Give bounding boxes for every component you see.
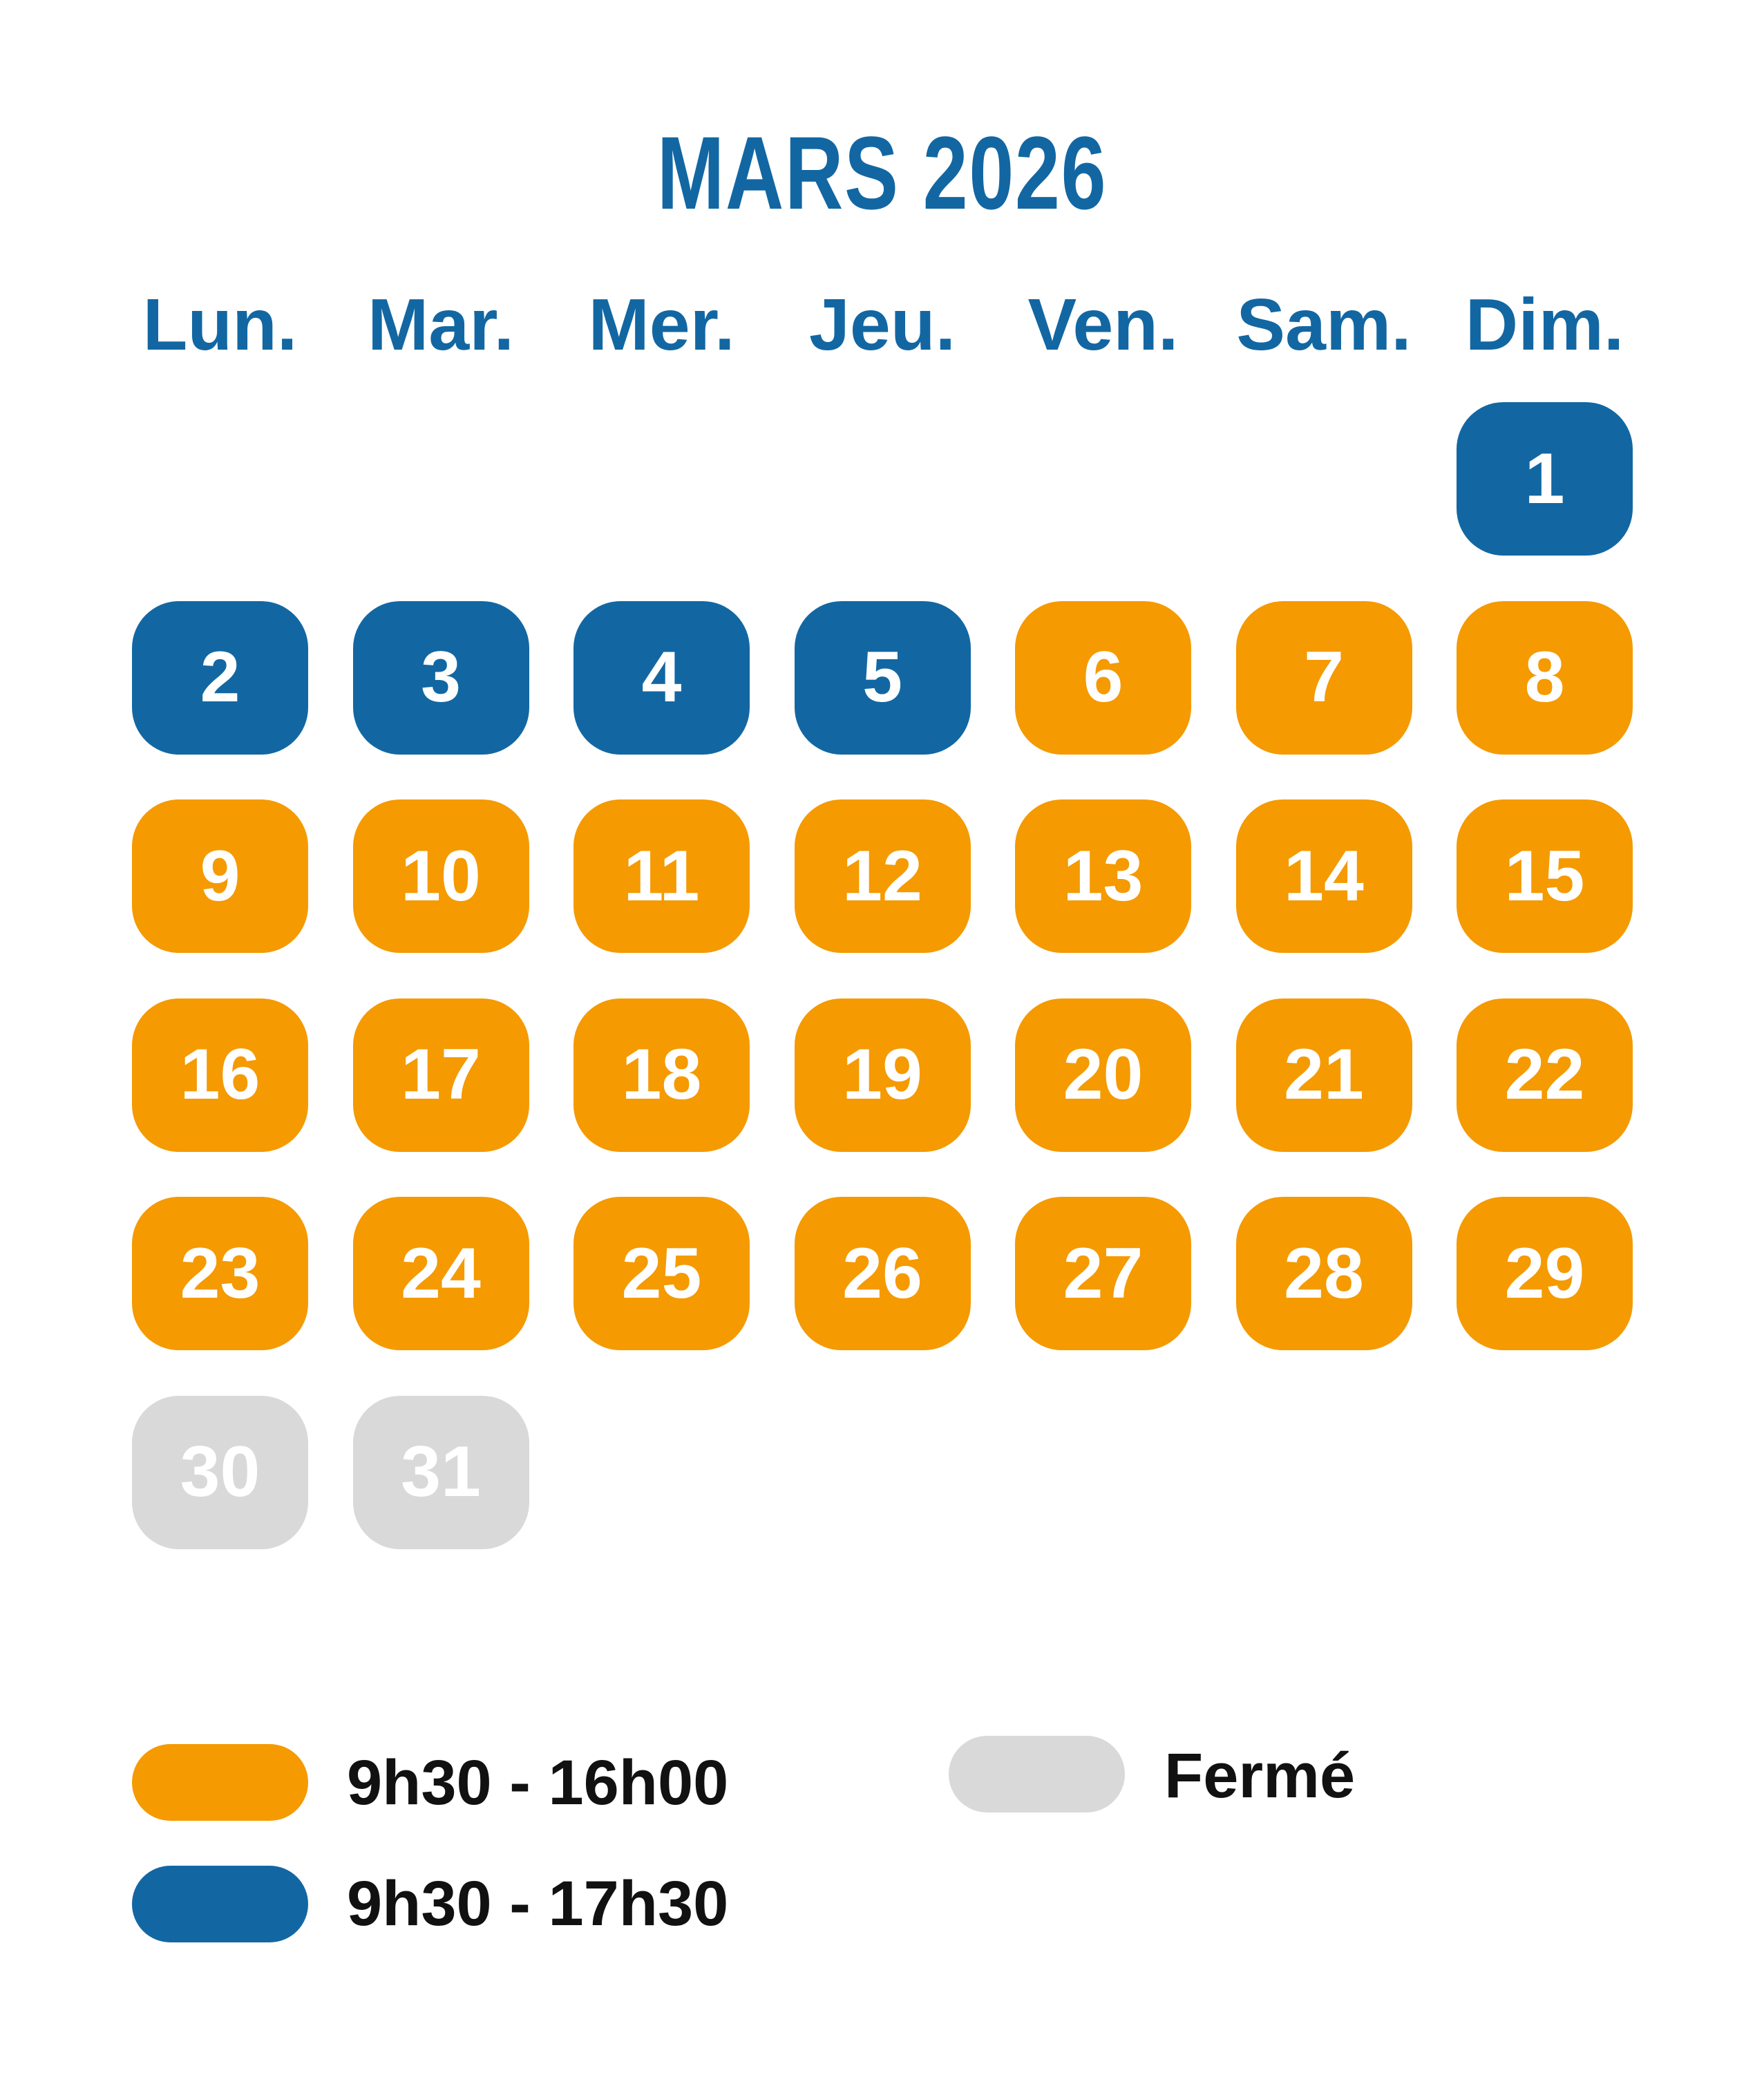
weekday-header: Mer. <box>588 284 735 366</box>
day-cell-open-long: 3 <box>352 600 529 755</box>
day-cell-open-short: 19 <box>794 998 971 1152</box>
day-number: 26 <box>842 1233 922 1314</box>
weekday-header: Mar. <box>367 284 515 366</box>
day-number: 20 <box>1063 1034 1144 1115</box>
day-cell-open-short: 10 <box>352 799 529 953</box>
day-number: 12 <box>842 835 922 916</box>
month-title: MARS 2026 <box>0 115 1764 231</box>
day-cell-open-short: 11 <box>573 799 750 953</box>
day-cell-open-short: 28 <box>1235 1197 1412 1350</box>
legend-swatch-open-short <box>132 1744 308 1821</box>
day-cell-open-short: 29 <box>1457 1197 1633 1350</box>
day-number: 23 <box>180 1233 260 1314</box>
day-cell-open-short: 21 <box>1235 998 1412 1152</box>
day-number: 15 <box>1504 835 1585 916</box>
day-number: 16 <box>180 1034 260 1115</box>
month-title-text: MARS 2026 <box>656 115 1108 231</box>
day-cell-open-short: 8 <box>1457 600 1633 755</box>
day-cell-open-short: 24 <box>352 1197 529 1350</box>
weekday-header: Lun. <box>142 284 298 366</box>
day-number: 14 <box>1284 835 1364 916</box>
day-number: 21 <box>1284 1034 1364 1115</box>
day-number: 7 <box>1304 637 1344 717</box>
day-number: 30 <box>180 1432 260 1512</box>
day-number: 6 <box>1083 637 1123 717</box>
day-number: 10 <box>401 835 481 916</box>
day-cell-open-short: 18 <box>573 998 750 1152</box>
legend-swatch-closed <box>949 1736 1125 1812</box>
day-number: 29 <box>1504 1233 1585 1314</box>
day-number: 28 <box>1284 1233 1364 1314</box>
day-cell-open-short: 20 <box>1015 998 1191 1152</box>
day-number: 4 <box>641 637 682 717</box>
day-cell-open-short: 6 <box>1015 600 1191 755</box>
day-number: 27 <box>1063 1233 1144 1314</box>
day-number: 18 <box>621 1034 702 1115</box>
legend-label-open-long: 9h30 - 17h30 <box>347 1868 729 1939</box>
weekday-header: Dim. <box>1465 284 1624 366</box>
day-cell-open-short: 22 <box>1457 998 1633 1152</box>
day-cell-open-short: 15 <box>1457 799 1633 953</box>
day-cell-open-short: 16 <box>132 998 308 1152</box>
day-number: 25 <box>621 1233 702 1314</box>
day-number: 3 <box>421 637 461 717</box>
day-number: 31 <box>401 1432 481 1512</box>
day-cell-open-short: 12 <box>794 799 971 953</box>
day-cell-closed: 30 <box>132 1395 308 1549</box>
legend-label-closed: Fermé <box>1164 1741 1356 1811</box>
weekday-header: Jeu. <box>808 284 956 366</box>
day-number: 11 <box>623 835 700 916</box>
day-number: 13 <box>1063 835 1144 916</box>
day-cell-open-short: 9 <box>132 799 308 953</box>
day-number: 5 <box>862 637 902 717</box>
day-number: 17 <box>401 1034 481 1115</box>
day-cell-open-long: 2 <box>132 600 308 755</box>
day-number: 8 <box>1524 637 1565 717</box>
day-number: 19 <box>842 1034 922 1115</box>
day-cell-open-short: 26 <box>794 1197 971 1350</box>
day-cell-open-short: 17 <box>352 998 529 1152</box>
legend-label-open-short: 9h30 - 16h00 <box>347 1748 729 1818</box>
day-number: 22 <box>1504 1034 1585 1115</box>
day-cell-open-short: 27 <box>1015 1197 1191 1350</box>
day-cell-open-short: 25 <box>573 1197 750 1350</box>
day-cell-open-short: 14 <box>1235 799 1412 953</box>
day-cell-open-long: 5 <box>794 600 971 755</box>
day-number: 9 <box>200 835 240 916</box>
day-cell-open-long: 4 <box>573 600 750 755</box>
day-cell-open-short: 13 <box>1015 799 1191 953</box>
day-cell-open-short: 7 <box>1235 600 1412 755</box>
weekday-header: Sam. <box>1236 284 1412 366</box>
legend-swatch-open-long <box>132 1866 308 1942</box>
day-cell-open-short: 23 <box>132 1197 308 1350</box>
day-cell-open-long: 1 <box>1457 402 1633 556</box>
day-number: 24 <box>401 1233 481 1314</box>
weekday-header: Ven. <box>1027 284 1179 366</box>
day-number: 1 <box>1524 438 1565 519</box>
day-cell-closed: 31 <box>352 1395 529 1549</box>
day-number: 2 <box>200 637 240 717</box>
